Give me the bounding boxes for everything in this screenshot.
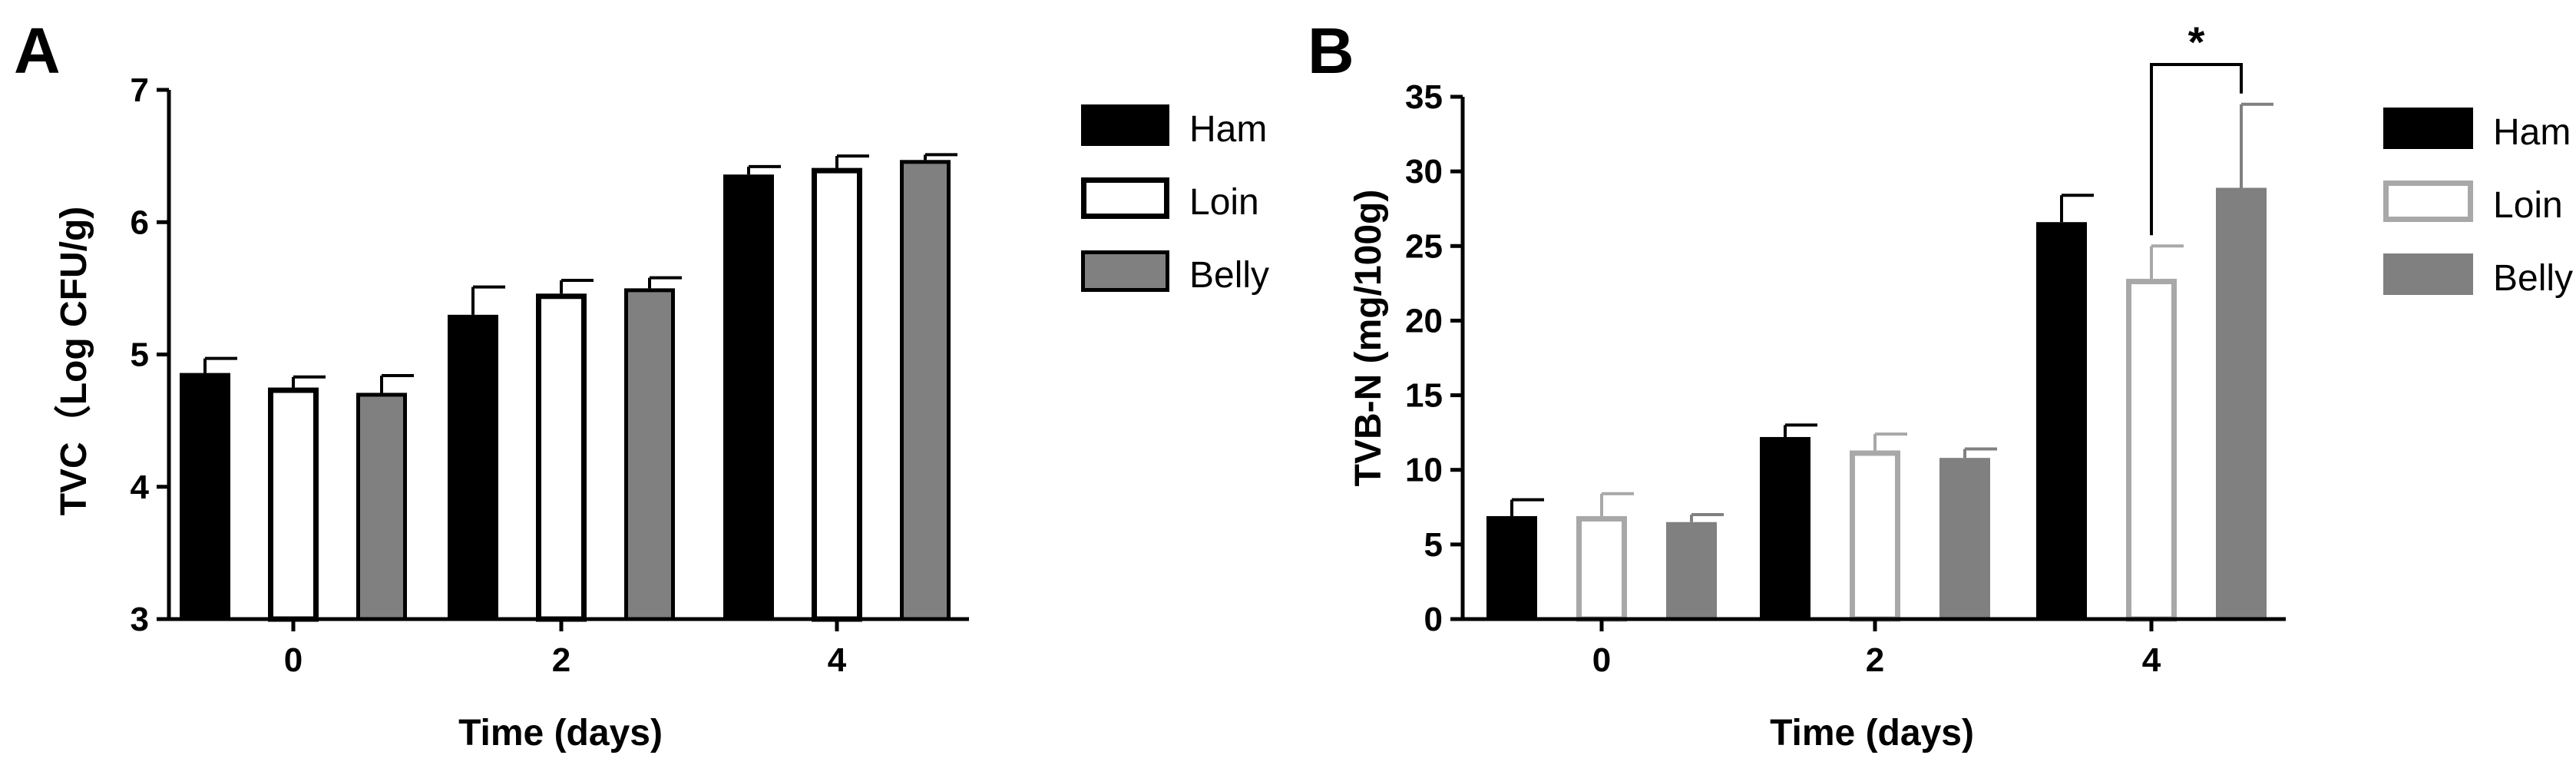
panel-a-x-tick-label: 0 — [284, 641, 303, 679]
panel-a-bars — [180, 160, 951, 622]
panel-b-y-tick-label: 10 — [1405, 452, 1443, 489]
legend-label-belly: Belly — [1189, 255, 1269, 296]
panel-b-significance: * — [2150, 18, 2243, 236]
legend-swatch-ham — [1081, 104, 1169, 146]
legend-label-loin: Loin — [2493, 185, 2563, 226]
significance-star: * — [2188, 18, 2205, 66]
significance-bracket — [2150, 63, 2243, 236]
legend-label-belly: Belly — [2493, 258, 2573, 299]
panel-b-y-tick-label: 35 — [1405, 78, 1443, 116]
legend-label-loin: Loin — [1189, 182, 1259, 223]
panel-a-y-tick-label: 7 — [131, 71, 149, 109]
bar-belly-2 — [624, 288, 675, 621]
panel-b-x-tick-label: 4 — [2142, 641, 2161, 679]
panel-a-x-tick-label: 2 — [552, 641, 570, 679]
panel-a: A 3 4 5 6 7 0 2 4 TVC（Log CFU/g) Time (days) Ha… — [14, 15, 1269, 753]
panel-b-y-tick-label: 0 — [1424, 601, 1443, 638]
panel-a-y-tick-label: 3 — [131, 601, 149, 638]
panel-a-x-tick-label: 4 — [828, 641, 847, 679]
panel-a-legend: Ham Loin Belly — [1081, 104, 1269, 296]
bar-belly-2 — [1939, 458, 1990, 621]
bar-loin-2 — [536, 293, 587, 622]
panel-a-ticks: 3 4 5 6 7 0 2 4 — [131, 71, 847, 679]
panel-a-letter: A — [14, 15, 61, 87]
panel-b-x-tick-label: 0 — [1592, 641, 1611, 679]
panel-a-x-axis-title: Time (days) — [458, 713, 663, 753]
bar-belly-4 — [2216, 187, 2267, 621]
legend-swatch-loin — [1081, 177, 1169, 219]
bar-ham-0 — [1486, 515, 1537, 621]
bar-ham-2 — [448, 314, 498, 621]
panel-a-y-tick-label: 5 — [131, 336, 149, 374]
panel-b-error-bars — [1510, 102, 2273, 522]
panel-b-y-tick-label: 15 — [1405, 377, 1443, 415]
panel-b-x-axis-title: Time (days) — [1770, 713, 1974, 753]
bar-ham-4 — [723, 174, 774, 621]
legend-swatch-ham — [2383, 108, 2473, 149]
legend-swatch-belly — [2383, 253, 2473, 295]
legend-label-ham: Ham — [1189, 109, 1267, 150]
panel-b-y-tick-label: 30 — [1405, 153, 1443, 190]
bar-loin-2 — [1850, 450, 1900, 622]
bar-belly-0 — [1666, 522, 1717, 621]
panel-b-y-axis-title: TVB-N (mg/100g) — [1348, 190, 1389, 487]
panel-a-y-tick-label: 4 — [131, 469, 150, 506]
bar-ham-4 — [2036, 222, 2087, 621]
legend-swatch-belly — [1081, 250, 1169, 292]
bar-belly-0 — [356, 392, 407, 621]
panel-b-y-tick-label: 20 — [1405, 302, 1443, 339]
panel-a-y-axis-title: TVC（Log CFU/g) — [54, 207, 94, 516]
panel-b-legend: Ham Loin Belly — [2383, 108, 2573, 299]
panel-b-y-tick-label: 25 — [1405, 227, 1443, 265]
bar-belly-4 — [900, 160, 951, 621]
bar-loin-0 — [268, 387, 319, 622]
panel-a-y-tick-label: 6 — [131, 204, 149, 241]
bar-loin-4 — [812, 167, 862, 622]
bar-loin-0 — [1576, 515, 1627, 622]
panel-b: B 0 5 10 15 20 25 30 35 0 2 4 * TVB-N (mg/100g) Ti… — [1308, 15, 2573, 753]
panel-b-letter: B — [1308, 15, 1354, 87]
bar-ham-0 — [180, 373, 230, 621]
panel-b-y-tick-label: 5 — [1424, 526, 1443, 564]
panel-b-x-tick-label: 2 — [1866, 641, 1884, 679]
legend-swatch-loin — [2383, 181, 2473, 222]
bar-ham-2 — [1760, 436, 1810, 621]
legend-label-ham: Ham — [2493, 112, 2571, 153]
panel-a-error-bars — [203, 153, 957, 393]
panel-b-ticks: 0 5 10 15 20 25 30 35 0 2 4 — [1405, 78, 2161, 679]
bar-loin-4 — [2126, 279, 2177, 622]
panel-b-bars — [1486, 187, 2267, 622]
